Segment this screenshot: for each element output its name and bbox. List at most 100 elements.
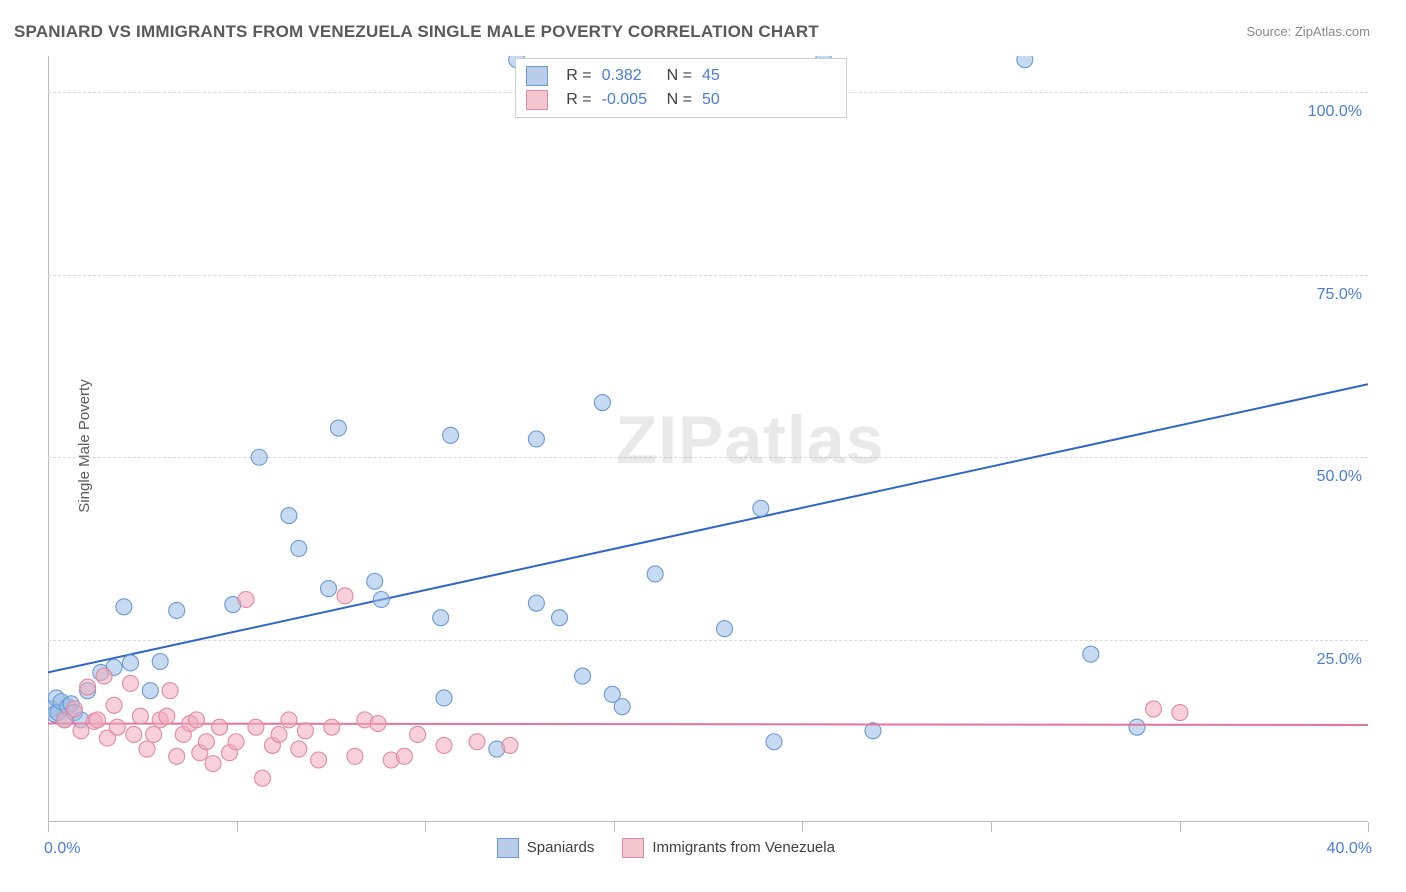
- data-point: [159, 708, 175, 724]
- data-point: [717, 621, 733, 637]
- source-credit: Source: ZipAtlas.com: [1246, 24, 1370, 39]
- data-point: [330, 420, 346, 436]
- n-value: 45: [702, 64, 757, 88]
- x-origin-label: 0.0%: [44, 840, 80, 858]
- r-value: 0.382: [602, 64, 657, 88]
- data-point: [132, 708, 148, 724]
- data-point: [528, 431, 544, 447]
- data-point: [436, 737, 452, 753]
- legend-label: Immigrants from Venezuela: [652, 839, 835, 856]
- data-point: [367, 573, 383, 589]
- x-tick: [48, 822, 49, 832]
- data-point: [116, 599, 132, 615]
- regression-line: [48, 724, 1368, 725]
- data-point: [373, 591, 389, 607]
- data-point: [255, 770, 271, 786]
- data-point: [337, 588, 353, 604]
- data-point: [123, 675, 139, 691]
- legend-item: Spaniards: [497, 838, 595, 858]
- chart-title: SPANIARD VS IMMIGRANTS FROM VENEZUELA SI…: [14, 22, 819, 42]
- data-point: [753, 500, 769, 516]
- x-tick: [237, 822, 238, 832]
- data-point: [66, 701, 82, 717]
- x-tick: [991, 822, 992, 832]
- data-point: [297, 723, 313, 739]
- data-point: [552, 610, 568, 626]
- data-point: [139, 741, 155, 757]
- source-name: ZipAtlas.com: [1295, 24, 1370, 39]
- legend-item: Immigrants from Venezuela: [622, 838, 835, 858]
- data-point: [1146, 701, 1162, 717]
- legend-series: Spaniards Immigrants from Venezuela: [497, 838, 835, 858]
- data-point: [281, 508, 297, 524]
- source-prefix: Source:: [1246, 24, 1294, 39]
- x-tick: [802, 822, 803, 832]
- data-point: [189, 712, 205, 728]
- regression-line: [48, 384, 1368, 672]
- legend-stats-row: R =0.382N =45: [526, 64, 836, 88]
- data-point: [90, 712, 106, 728]
- data-point: [248, 719, 264, 735]
- legend-swatch: [526, 66, 548, 86]
- data-point: [1017, 56, 1033, 68]
- scatter-svg: [48, 56, 1368, 822]
- data-point: [198, 734, 214, 750]
- data-point: [370, 716, 386, 732]
- data-point: [205, 756, 221, 772]
- data-point: [212, 719, 228, 735]
- legend-label: Spaniards: [527, 839, 595, 856]
- x-max-label: 40.0%: [1327, 840, 1372, 858]
- legend-swatch: [497, 838, 519, 858]
- legend-swatch: [526, 90, 548, 110]
- data-point: [271, 726, 287, 742]
- data-point: [291, 540, 307, 556]
- data-point: [594, 395, 610, 411]
- data-point: [347, 748, 363, 764]
- n-value: 50: [702, 88, 757, 112]
- data-point: [433, 610, 449, 626]
- x-tick: [425, 822, 426, 832]
- data-point: [169, 602, 185, 618]
- data-point: [324, 719, 340, 735]
- r-value: -0.005: [602, 88, 657, 112]
- data-point: [396, 748, 412, 764]
- plot-area: 25.0%50.0%75.0%100.0%0.0%40.0%ZIPatlasR …: [48, 56, 1368, 822]
- data-point: [647, 566, 663, 582]
- data-point: [469, 734, 485, 750]
- data-point: [281, 712, 297, 728]
- data-point: [1083, 646, 1099, 662]
- x-tick: [1368, 822, 1369, 832]
- data-point: [502, 737, 518, 753]
- n-label: N =: [667, 64, 692, 88]
- data-point: [142, 683, 158, 699]
- data-point: [80, 679, 96, 695]
- legend-stats-row: R =-0.005N =50: [526, 88, 836, 112]
- x-tick: [1180, 822, 1181, 832]
- r-label: R =: [566, 88, 591, 112]
- legend-swatch: [622, 838, 644, 858]
- data-point: [436, 690, 452, 706]
- data-point: [766, 734, 782, 750]
- legend-stats: R =0.382N =45R =-0.005N =50: [515, 58, 847, 118]
- data-point: [162, 683, 178, 699]
- data-point: [96, 668, 112, 684]
- data-point: [146, 726, 162, 742]
- data-point: [238, 591, 254, 607]
- data-point: [228, 734, 244, 750]
- data-point: [443, 427, 459, 443]
- data-point: [291, 741, 307, 757]
- data-point: [528, 595, 544, 611]
- data-point: [614, 699, 630, 715]
- data-point: [311, 752, 327, 768]
- data-point: [575, 668, 591, 684]
- data-point: [106, 697, 122, 713]
- data-point: [152, 654, 168, 670]
- data-point: [126, 726, 142, 742]
- data-point: [1129, 719, 1145, 735]
- data-point: [321, 581, 337, 597]
- data-point: [1172, 705, 1188, 721]
- data-point: [169, 748, 185, 764]
- x-tick: [614, 822, 615, 832]
- data-point: [109, 719, 125, 735]
- data-point: [410, 726, 426, 742]
